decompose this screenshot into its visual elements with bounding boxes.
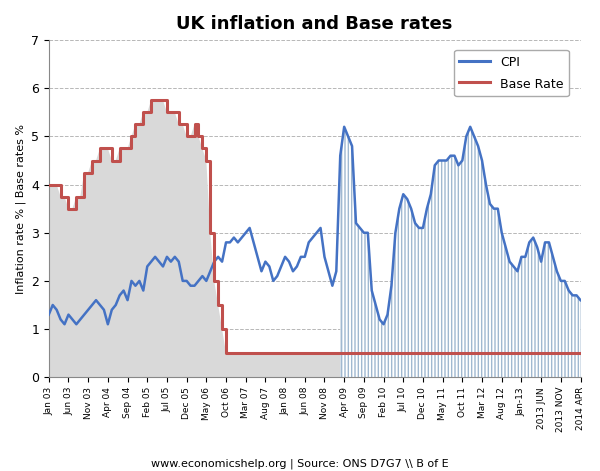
Y-axis label: Inflation rate % | Base rates %: Inflation rate % | Base rates % [15, 124, 26, 294]
Base Rate [223, 350, 230, 356]
Text: www.economicshelp.org | Source: ONS D7G7 \\ B of E: www.economicshelp.org | Source: ONS D7G7… [151, 458, 449, 469]
Base Rate [148, 97, 155, 103]
Base Rate [482, 350, 490, 356]
Base Rate [108, 158, 115, 163]
CPI [112, 302, 119, 308]
CPI [341, 124, 348, 130]
CPI [61, 321, 68, 327]
CPI [45, 312, 52, 317]
CPI [482, 182, 490, 187]
Base Rate [487, 350, 494, 356]
Base Rate [45, 182, 52, 187]
CPI [254, 254, 261, 260]
Title: UK inflation and Base rates: UK inflation and Base rates [176, 15, 453, 33]
Line: Base Rate: Base Rate [49, 100, 581, 353]
Base Rate [577, 350, 584, 356]
Base Rate [553, 350, 560, 356]
CPI [487, 201, 494, 207]
Legend: CPI, Base Rate: CPI, Base Rate [454, 50, 569, 97]
CPI [553, 268, 560, 274]
Line: CPI: CPI [49, 127, 581, 324]
CPI [490, 206, 497, 211]
Base Rate [258, 350, 265, 356]
CPI [577, 297, 584, 303]
Base Rate [490, 350, 497, 356]
